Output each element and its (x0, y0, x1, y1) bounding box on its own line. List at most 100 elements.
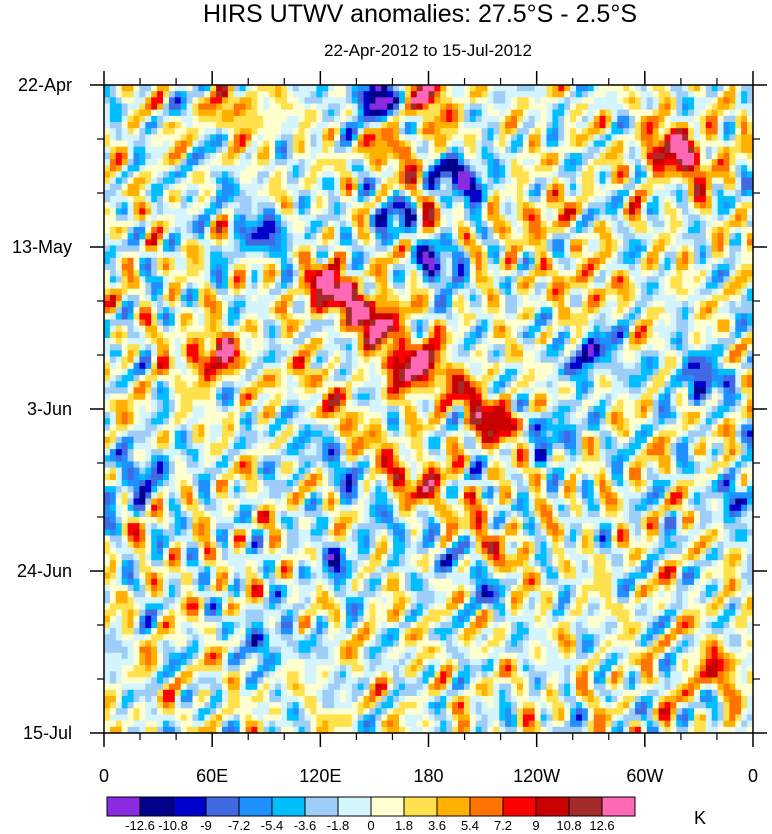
heatmap-cell (705, 251, 713, 259)
heatmap-cell (357, 313, 365, 321)
heatmap-cell (605, 115, 612, 123)
heatmap-cell (481, 356, 489, 364)
heatmap-cell (328, 196, 335, 203)
heatmap-cell (558, 134, 565, 142)
heatmap-cell (151, 301, 158, 308)
heatmap-cell (286, 128, 294, 135)
heatmap-cell (363, 146, 371, 154)
heatmap-cell (104, 208, 111, 216)
heatmap-cell (186, 263, 194, 271)
heatmap-cell (581, 152, 589, 160)
heatmap-cell (434, 103, 441, 111)
heatmap-cell (581, 307, 589, 314)
heatmap-cell (239, 313, 247, 321)
heatmap-cell (428, 214, 435, 222)
heatmap-cell (186, 233, 194, 240)
heatmap-cell (281, 233, 288, 240)
heatmap-cell (316, 233, 323, 240)
heatmap-cell (174, 220, 182, 228)
heatmap-cell (139, 233, 146, 240)
heatmap-cell (682, 85, 689, 92)
heatmap-cell (546, 122, 553, 129)
heatmap-cell (658, 97, 666, 105)
heatmap-cell (286, 282, 294, 290)
heatmap-cell (251, 362, 258, 370)
heatmap-cell (233, 202, 241, 210)
heatmap-cell (540, 331, 548, 339)
heatmap-cell (452, 263, 459, 271)
heatmap-cell (422, 325, 430, 333)
heatmap-cell (688, 202, 695, 210)
heatmap-cell (245, 202, 253, 210)
heatmap-cell (298, 140, 306, 148)
heatmap-cell (469, 338, 477, 345)
heatmap-cell (694, 152, 701, 160)
heatmap-cell (741, 91, 748, 98)
heatmap-cell (552, 115, 559, 123)
heatmap-cell (741, 171, 748, 179)
heatmap-cell (694, 146, 701, 154)
heatmap-cell (340, 226, 347, 234)
heatmap-cell (180, 97, 188, 105)
heatmap-cell (499, 109, 506, 117)
heatmap-cell (705, 134, 713, 142)
heatmap-cell (180, 325, 188, 333)
heatmap-cell (109, 85, 117, 92)
heatmap-cell (192, 245, 199, 253)
heatmap-cell (298, 189, 306, 197)
heatmap-cell (239, 85, 247, 92)
heatmap-cell (688, 301, 695, 308)
heatmap-cell (599, 245, 607, 253)
heatmap-cell (705, 189, 713, 197)
heatmap-cell (570, 128, 577, 135)
heatmap-cell (310, 171, 317, 179)
heatmap-cell (434, 257, 441, 265)
heatmap-cell (151, 362, 158, 370)
heatmap-cell (245, 134, 253, 142)
heatmap-cell (345, 103, 353, 111)
heatmap-cell (652, 226, 660, 234)
heatmap-cell (104, 288, 111, 296)
heatmap-cell (605, 171, 612, 179)
heatmap-cell (481, 128, 489, 135)
heatmap-cell (446, 128, 453, 135)
heatmap-cell (499, 220, 506, 228)
heatmap-cell (670, 85, 677, 92)
heatmap-cell (517, 294, 524, 302)
heatmap-cell (446, 294, 453, 302)
heatmap-cell (611, 109, 618, 117)
heatmap-cell (440, 220, 447, 228)
heatmap-cell (605, 270, 612, 277)
heatmap-cell (723, 331, 730, 339)
heatmap-cell (363, 263, 371, 271)
heatmap-cell (694, 134, 701, 142)
heatmap-cell (216, 146, 223, 154)
heatmap-cell (546, 115, 553, 123)
heatmap-cell (174, 344, 182, 351)
heatmap-cell (387, 307, 394, 314)
heatmap-cell (664, 196, 671, 203)
heatmap-cell (623, 263, 630, 271)
heatmap-cell (393, 85, 400, 92)
heatmap-cell (381, 146, 388, 154)
heatmap-cell (369, 165, 376, 172)
heatmap-cell (682, 91, 689, 98)
heatmap-cell (499, 177, 506, 185)
heatmap-field (104, 85, 753, 733)
heatmap-cell (163, 97, 170, 105)
heatmap-cell (534, 220, 542, 228)
heatmap-cell (469, 152, 477, 160)
heatmap-cell (180, 146, 188, 154)
heatmap-cell (599, 103, 607, 111)
heatmap-cell (251, 152, 258, 160)
heatmap-cell (705, 257, 713, 265)
heatmap-cell (570, 356, 577, 364)
heatmap-cell (593, 196, 601, 203)
heatmap-cell (552, 220, 559, 228)
heatmap-cell (517, 91, 524, 98)
heatmap-cell (399, 214, 406, 222)
heatmap-cell (145, 165, 152, 172)
heatmap-cell (440, 122, 447, 129)
heatmap-cell (664, 165, 671, 172)
heatmap-cell (310, 122, 317, 129)
